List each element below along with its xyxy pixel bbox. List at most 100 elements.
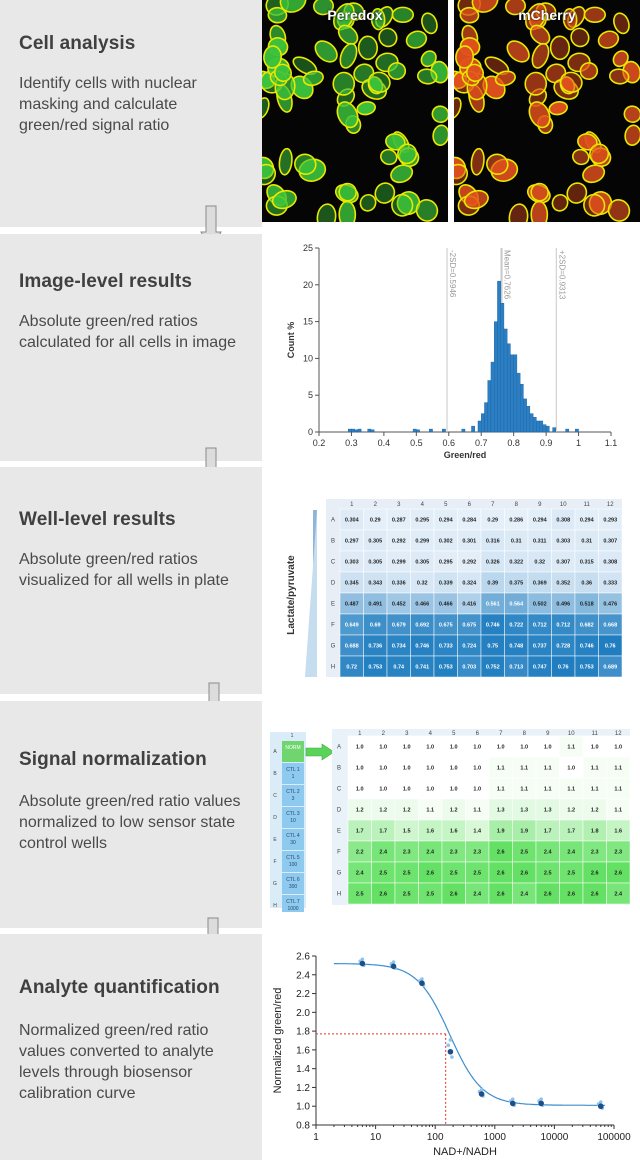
norm-column-header: 8 xyxy=(523,731,527,737)
plate-column-header: 12 xyxy=(607,502,614,508)
plate-well-value: 0.734 xyxy=(392,644,407,650)
plate-well-value: 0.416 xyxy=(462,602,476,608)
cell xyxy=(415,199,439,222)
plate-well-value: 0.29 xyxy=(370,518,381,524)
mcherry-cells xyxy=(454,0,640,222)
norm-column-header: 10 xyxy=(568,731,575,737)
norm-row-header: A xyxy=(337,745,341,751)
histogram-bar xyxy=(416,429,420,433)
data-point xyxy=(478,1091,485,1097)
plate-row-header: C xyxy=(331,560,336,566)
plate-well-value: 0.741 xyxy=(415,665,429,671)
norm-cell-value: 1.0 xyxy=(403,766,411,772)
cell-body xyxy=(415,199,439,222)
cell-body xyxy=(374,182,396,204)
norm-cell-value: 1.0 xyxy=(356,745,364,751)
histogram-bar xyxy=(429,428,433,433)
cell xyxy=(278,147,293,176)
plate-well-value: 0.753 xyxy=(439,665,453,671)
plate-column-header: 8 xyxy=(515,502,519,508)
plate-well-value: 0.375 xyxy=(509,581,523,587)
norm-cell-value: 2.6 xyxy=(591,871,599,877)
cell-body xyxy=(390,164,414,184)
control-cell-label: CTL 3 xyxy=(286,811,300,817)
y-tick-label: 15 xyxy=(303,317,313,327)
cell-body xyxy=(524,71,548,96)
norm-cell-value: 2.5 xyxy=(356,892,364,898)
norm-cell-value: 2.5 xyxy=(544,871,552,877)
cell xyxy=(279,0,307,13)
x-tick-label: 0.5 xyxy=(410,438,423,448)
norm-row-header: F xyxy=(337,850,341,856)
cell xyxy=(316,203,337,222)
cell xyxy=(314,40,338,63)
cell-body xyxy=(262,156,275,180)
histogram-bar xyxy=(523,398,527,433)
plate-well-value: 0.294 xyxy=(580,518,595,524)
cell-body xyxy=(267,6,288,24)
cell xyxy=(528,101,551,129)
cell xyxy=(494,70,516,87)
cell xyxy=(420,50,437,68)
norm-column-header: 9 xyxy=(546,731,550,737)
histogram-bar xyxy=(490,361,495,433)
norm-cell-value: 2.5 xyxy=(379,871,387,877)
cell-body xyxy=(454,97,462,120)
norm-column-header: 3 xyxy=(405,731,409,737)
cell xyxy=(421,12,438,35)
cell xyxy=(572,148,590,166)
plate-well-value: 0.305 xyxy=(415,560,429,566)
cell-body xyxy=(583,193,606,217)
plate-column-header: 7 xyxy=(491,502,495,508)
cell xyxy=(271,189,297,210)
norm-cell-value: 1.6 xyxy=(614,829,622,835)
cell-body xyxy=(316,203,337,222)
plate-well-value: 0.326 xyxy=(486,560,500,566)
histogram-bar xyxy=(545,425,550,433)
cell xyxy=(608,68,630,85)
norm-row-header: B xyxy=(337,766,341,772)
x-tick-label: 0.7 xyxy=(475,438,488,448)
norm-cell-value: 2.6 xyxy=(567,892,575,898)
cell-body xyxy=(459,6,480,24)
step-panel-quantification: Analyte quantification Normalized green/… xyxy=(0,934,262,1160)
histogram-bar xyxy=(510,354,514,433)
plate-row-header: D xyxy=(331,581,336,587)
step-panel-cell-analysis: Cell analysis Identify cells with nuclea… xyxy=(0,0,262,227)
norm-cell-value: 1.1 xyxy=(614,766,622,772)
cell-body xyxy=(263,45,283,69)
plate-well-value: 0.299 xyxy=(392,560,406,566)
plate-well-value: 0.302 xyxy=(439,539,453,545)
plate-well-value: 0.305 xyxy=(368,560,382,566)
cell-body xyxy=(486,153,509,175)
cell xyxy=(570,27,590,48)
plate-well-value: 0.724 xyxy=(462,644,477,650)
plate-row-header: E xyxy=(331,602,335,608)
cell-body xyxy=(262,163,277,186)
control-cell-label: CTL 5 xyxy=(286,855,300,861)
histogram-bar xyxy=(529,413,534,433)
step-panel-image-level: Image-level results Absolute green/red r… xyxy=(0,234,262,461)
norm-cell-value: 1.9 xyxy=(497,829,505,835)
y-tick-label: 0 xyxy=(308,427,313,437)
histogram-bar xyxy=(493,321,498,433)
plate-well-value: 0.679 xyxy=(392,623,406,629)
cell xyxy=(367,71,391,93)
plate-row-header: G xyxy=(331,644,336,650)
norm-cell-value: 2.6 xyxy=(520,871,528,877)
cell-body xyxy=(367,71,391,93)
cell-body xyxy=(582,164,606,184)
cell-body xyxy=(463,189,489,210)
x-tick-label: 0.6 xyxy=(443,438,456,448)
norm-cell-value: 1.1 xyxy=(520,766,528,772)
cell-body xyxy=(572,148,590,166)
x-tick-label: 1 xyxy=(576,438,581,448)
cell xyxy=(455,45,475,69)
norm-cell xyxy=(606,882,631,905)
control-row-header: B xyxy=(273,771,277,777)
cell xyxy=(267,6,288,24)
norm-cell-value: 1.2 xyxy=(379,808,387,814)
cell-body xyxy=(566,182,588,204)
plate-row-header: H xyxy=(331,665,335,671)
